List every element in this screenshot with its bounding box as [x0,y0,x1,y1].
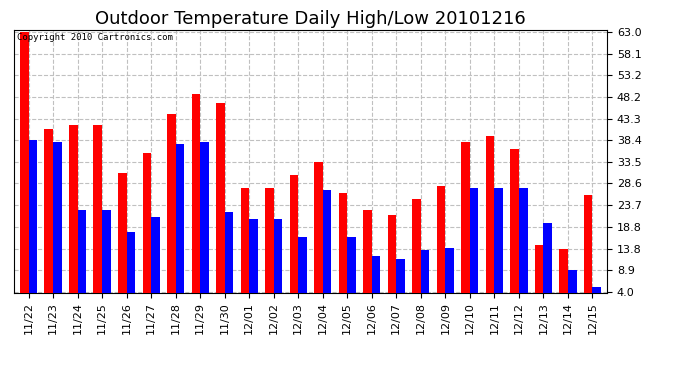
Bar [274,219,282,309]
Text: Copyright 2010 Cartronics.com: Copyright 2010 Cartronics.com [17,33,172,42]
Title: Outdoor Temperature Daily High/Low 20101216: Outdoor Temperature Daily High/Low 20101… [95,10,526,28]
Bar [126,232,135,309]
Bar [53,142,61,309]
Bar [151,217,159,309]
Bar [495,188,503,309]
Bar [470,188,478,309]
Bar [265,188,274,309]
Bar [347,237,356,309]
Bar [519,188,528,309]
Bar [93,124,102,309]
Bar [77,210,86,309]
Bar [241,188,249,309]
Bar [593,287,601,309]
Bar [192,94,200,309]
Bar [167,114,176,309]
Bar [486,135,495,309]
Bar [314,162,323,309]
Bar [323,190,331,309]
Bar [249,219,258,309]
Bar [568,270,577,309]
Bar [20,32,28,309]
Bar [102,210,110,309]
Bar [216,102,225,309]
Bar [69,124,77,309]
Bar [412,199,421,309]
Bar [372,256,380,309]
Bar [200,142,209,309]
Bar [44,129,53,309]
Bar [118,173,126,309]
Bar [535,246,544,309]
Bar [388,214,396,309]
Bar [363,210,372,309]
Bar [544,224,552,309]
Bar [584,195,593,309]
Bar [511,149,519,309]
Bar [462,142,470,309]
Bar [560,249,568,309]
Bar [421,250,429,309]
Bar [437,186,445,309]
Bar [225,213,233,309]
Bar [396,259,405,309]
Bar [298,237,307,309]
Bar [28,140,37,309]
Bar [176,144,184,309]
Bar [290,175,298,309]
Bar [143,153,151,309]
Bar [339,193,347,309]
Bar [445,248,454,309]
